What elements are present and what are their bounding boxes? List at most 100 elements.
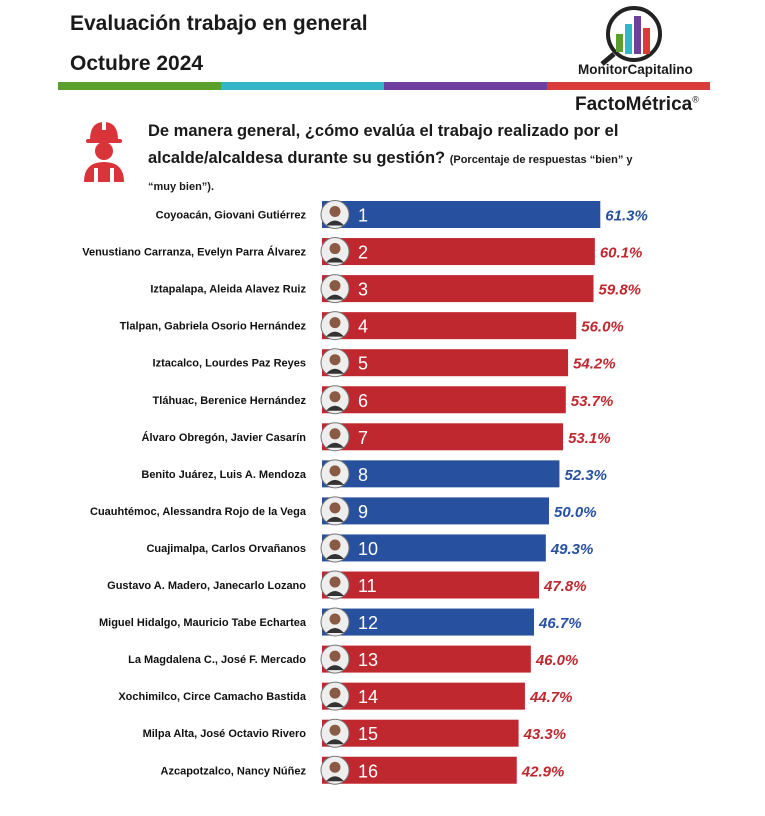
photo-head [329,576,341,588]
rank-label: 11 [358,576,377,596]
photo-body [326,591,344,596]
registered-mark: ® [692,94,699,105]
category-label: Cuajimalpa, Carlos Orvañanos [146,543,306,555]
color-stripe [58,82,710,90]
category-label: Tláhuac, Berenice Hernández [153,395,307,407]
value-label: 44.7% [529,689,573,706]
rank-label: 7 [358,428,368,448]
question: De manera general, ¿cómo evalúa el traba… [148,118,688,199]
bar [322,275,594,303]
magnifier-logo-icon [600,6,662,66]
photo-body [326,220,344,226]
bar [322,571,540,599]
rank-label: 4 [358,317,368,337]
category-label: Milpa Alta, José Octavio Rivero [143,728,307,740]
chart-subtitle: Octubre 2024 [70,52,204,75]
bar [322,349,569,377]
photo-body [326,776,344,782]
value-label: 42.9% [521,763,565,780]
photo-head [329,502,341,514]
bar [322,460,560,488]
bar [322,534,546,562]
photo-body [326,553,344,559]
category-label: Álvaro Obregón, Javier Casarín [142,431,307,444]
photo-body [326,368,344,374]
rank-label: 12 [358,613,378,633]
value-label: 46.0% [535,652,579,669]
category-label: Iztacalco, Lourdes Paz Reyes [153,358,306,370]
bar [322,423,564,451]
question-note-2: “muy bien”). [148,181,215,193]
value-label: 52.3% [564,467,607,484]
question-note-1: (Porcentaje de respuestas “bien” y [449,154,633,166]
bar [322,756,517,784]
rank-label: 6 [358,391,368,411]
value-label: 56.0% [581,319,624,336]
category-label: Cuauhtémoc, Alessandra Rojo de la Vega [90,506,307,518]
stripe-cyan [221,82,384,90]
category-label: Benito Juárez, Luis A. Mendoza [141,469,306,481]
category-label: Venustiano Carranza, Evelyn Parra Álvare… [82,246,306,259]
rank-label: 15 [358,724,378,744]
photo-body [326,702,344,708]
photo-body [326,516,344,522]
bar [322,238,595,266]
value-label: 61.3% [605,208,648,225]
photo-body [326,479,344,485]
photo-head [329,650,341,662]
photo-head [329,724,341,736]
photo-body [326,628,344,634]
category-label: Iztapalapa, Aleida Alavez Ruiz [150,284,306,296]
photo-head [329,243,341,255]
rank-label: 10 [358,539,378,559]
value-label: 54.2% [573,356,616,373]
value-label: 43.3% [523,726,567,743]
photo-body [326,442,344,448]
rank-label: 16 [358,761,378,781]
category-label: Azcapotzalco, Nancy Núñez [161,765,307,777]
bar [322,201,601,228]
stripe-purple [384,82,547,90]
photo-head [329,539,341,551]
photo-head [329,428,341,440]
value-label: 53.1% [568,430,611,447]
logo-text: MonitorCapitalino [578,62,693,77]
photo-body [326,331,344,337]
photo-body [326,739,344,745]
stripe-red [547,82,710,90]
rank-label: 3 [358,280,368,300]
photo-body [326,405,344,411]
value-label: 53.7% [571,393,614,410]
brand-text: FactoMétrica [575,94,693,115]
photo-head [329,354,341,366]
bar [322,312,577,340]
rank-label: 8 [358,465,368,485]
photo-head [329,391,341,403]
category-label: Gustavo A. Madero, Janecarlo Lozano [107,580,306,592]
value-label: 47.8% [543,578,587,595]
rank-label: 5 [358,354,368,374]
value-label: 59.8% [598,282,641,299]
photo-head [329,280,341,292]
photo-body [326,665,344,671]
bar [322,497,549,525]
photo-head [329,317,341,329]
value-label: 49.3% [550,541,594,558]
category-label: La Magdalena C., José F. Mercado [128,654,306,666]
bar [322,719,519,747]
rank-label: 2 [358,243,368,263]
category-label: Coyoacán, Giovani Gutiérrez [156,210,307,222]
bar [322,386,566,414]
value-label: 46.7% [538,615,582,632]
chart-title: Evaluación trabajo en general [70,12,368,35]
rank-label: 14 [358,687,378,707]
photo-head [329,613,341,625]
photo-body [326,257,344,263]
brand-name: FactoMétrica® [575,94,699,116]
rank-label: 1 [358,206,368,226]
rank-label: 13 [358,650,378,670]
question-text-1: De manera general, ¿cómo evalúa el traba… [148,122,619,140]
category-label: Miguel Hidalgo, Mauricio Tabe Echartea [99,617,307,629]
category-label: Xochimilco, Circe Camacho Bastida [118,691,307,703]
